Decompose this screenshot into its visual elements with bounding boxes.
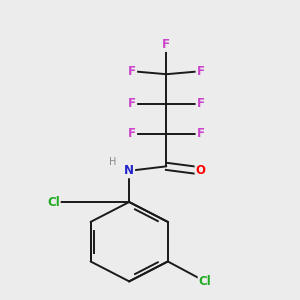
Text: N: N: [124, 164, 134, 177]
Text: F: F: [128, 127, 136, 140]
Text: H: H: [109, 157, 116, 167]
Text: F: F: [196, 127, 205, 140]
Text: Cl: Cl: [199, 275, 212, 288]
Text: F: F: [196, 65, 205, 78]
Text: Cl: Cl: [47, 196, 60, 208]
Text: F: F: [128, 98, 136, 110]
Text: O: O: [196, 164, 206, 177]
Text: F: F: [128, 65, 136, 78]
Text: F: F: [196, 98, 205, 110]
Text: F: F: [162, 38, 170, 51]
